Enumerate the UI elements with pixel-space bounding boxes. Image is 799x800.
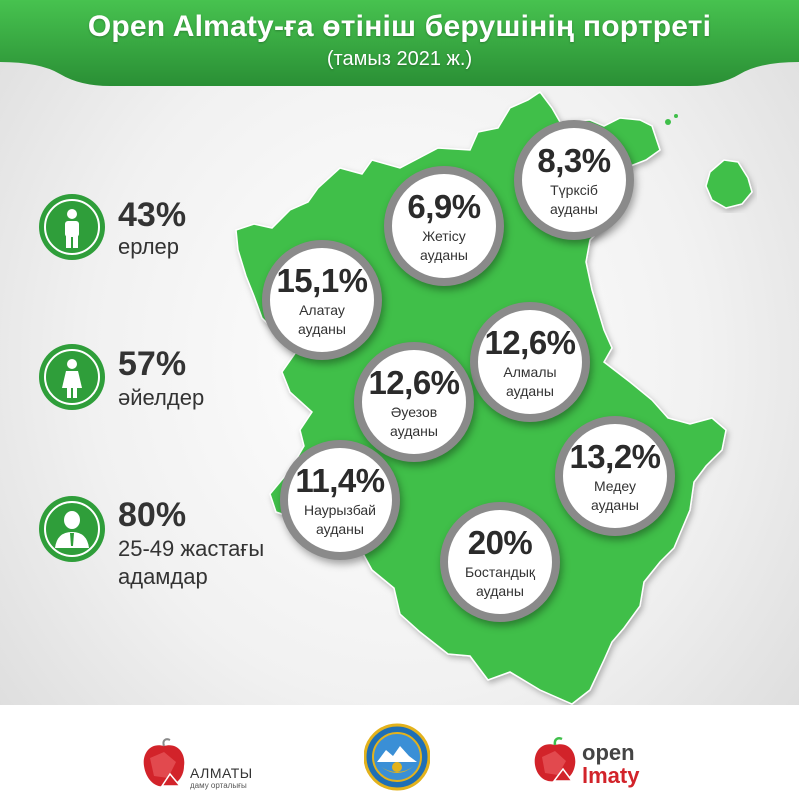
district-bubble-medeu: 13,2% Медеу ауданы bbox=[555, 416, 675, 536]
district-suffix: ауданы bbox=[390, 423, 438, 439]
open-almaty-logo bbox=[534, 737, 576, 782]
almaty-city-emblem-icon bbox=[364, 723, 430, 791]
district-bubble-turksib: 8,3% Түрксіб ауданы bbox=[514, 120, 634, 240]
businessman-icon bbox=[39, 496, 105, 562]
district-suffix: ауданы bbox=[591, 497, 639, 513]
district-value: 13,2% bbox=[569, 438, 661, 475]
district-value: 8,3% bbox=[537, 142, 611, 179]
district-value: 12,6% bbox=[368, 364, 460, 401]
district-name: Наурызбай bbox=[304, 502, 376, 518]
page-subtitle: (тамыз 2021 ж.) bbox=[326, 48, 473, 70]
stat-age-value: 80% bbox=[118, 496, 187, 534]
logo1-subtitle: даму орталығы bbox=[190, 781, 247, 790]
district-bubble-auezov: 12,6% Әуезов ауданы bbox=[354, 342, 474, 462]
almaty-development-center-logo bbox=[143, 738, 185, 787]
district-name: Бостандық bbox=[464, 564, 536, 580]
district-suffix: ауданы bbox=[316, 521, 364, 537]
district-bubble-alatau: 15,1% Алатау ауданы bbox=[262, 240, 382, 360]
district-bubble-almaly: 12,6% Алмалы ауданы bbox=[470, 302, 590, 422]
district-value: 11,4% bbox=[295, 462, 385, 499]
district-suffix: ауданы bbox=[550, 201, 598, 217]
page-title: Open Almaty-ға өтініш берушінің портреті bbox=[87, 10, 712, 43]
logo3-open-text: open bbox=[582, 740, 635, 765]
logo1-title: АЛМАТЫ bbox=[190, 765, 253, 781]
district-bubble-nauryzbay: 11,4% Наурызбай ауданы bbox=[280, 440, 400, 560]
district-suffix: ауданы bbox=[420, 247, 468, 263]
stat-women-value: 57% bbox=[118, 345, 187, 383]
stat-age-label-line1: 25-49 жастағы bbox=[118, 536, 265, 561]
district-name: Алмалы bbox=[503, 364, 557, 380]
district-name: Жетісу bbox=[422, 228, 466, 244]
header-banner bbox=[0, 0, 799, 86]
district-value: 12,6% bbox=[484, 324, 576, 361]
district-name: Медеу bbox=[593, 478, 637, 494]
stat-women-label: әйелдер bbox=[118, 385, 205, 410]
stat-men-label: ерлер bbox=[118, 234, 180, 259]
district-suffix: ауданы bbox=[476, 583, 524, 599]
district-name: Түрксіб bbox=[550, 182, 598, 198]
logo3-almaty-text: lmaty bbox=[582, 763, 640, 788]
female-person-icon bbox=[39, 344, 105, 410]
male-person-icon bbox=[39, 194, 105, 260]
district-suffix: ауданы bbox=[298, 321, 346, 337]
district-bubble-zhetisu: 6,9% Жетісу ауданы bbox=[384, 166, 504, 286]
district-name: Алатау bbox=[299, 302, 345, 318]
district-bubble-bostandyk: 20% Бостандық ауданы bbox=[440, 502, 560, 622]
district-name: Әуезов bbox=[390, 404, 438, 420]
district-value: 20% bbox=[467, 524, 533, 561]
stat-men-value: 43% bbox=[118, 196, 187, 234]
district-suffix: ауданы bbox=[506, 383, 554, 399]
district-value: 6,9% bbox=[407, 188, 481, 225]
district-value: 15,1% bbox=[276, 262, 368, 299]
stat-age-label-line2: адамдар bbox=[118, 564, 208, 589]
